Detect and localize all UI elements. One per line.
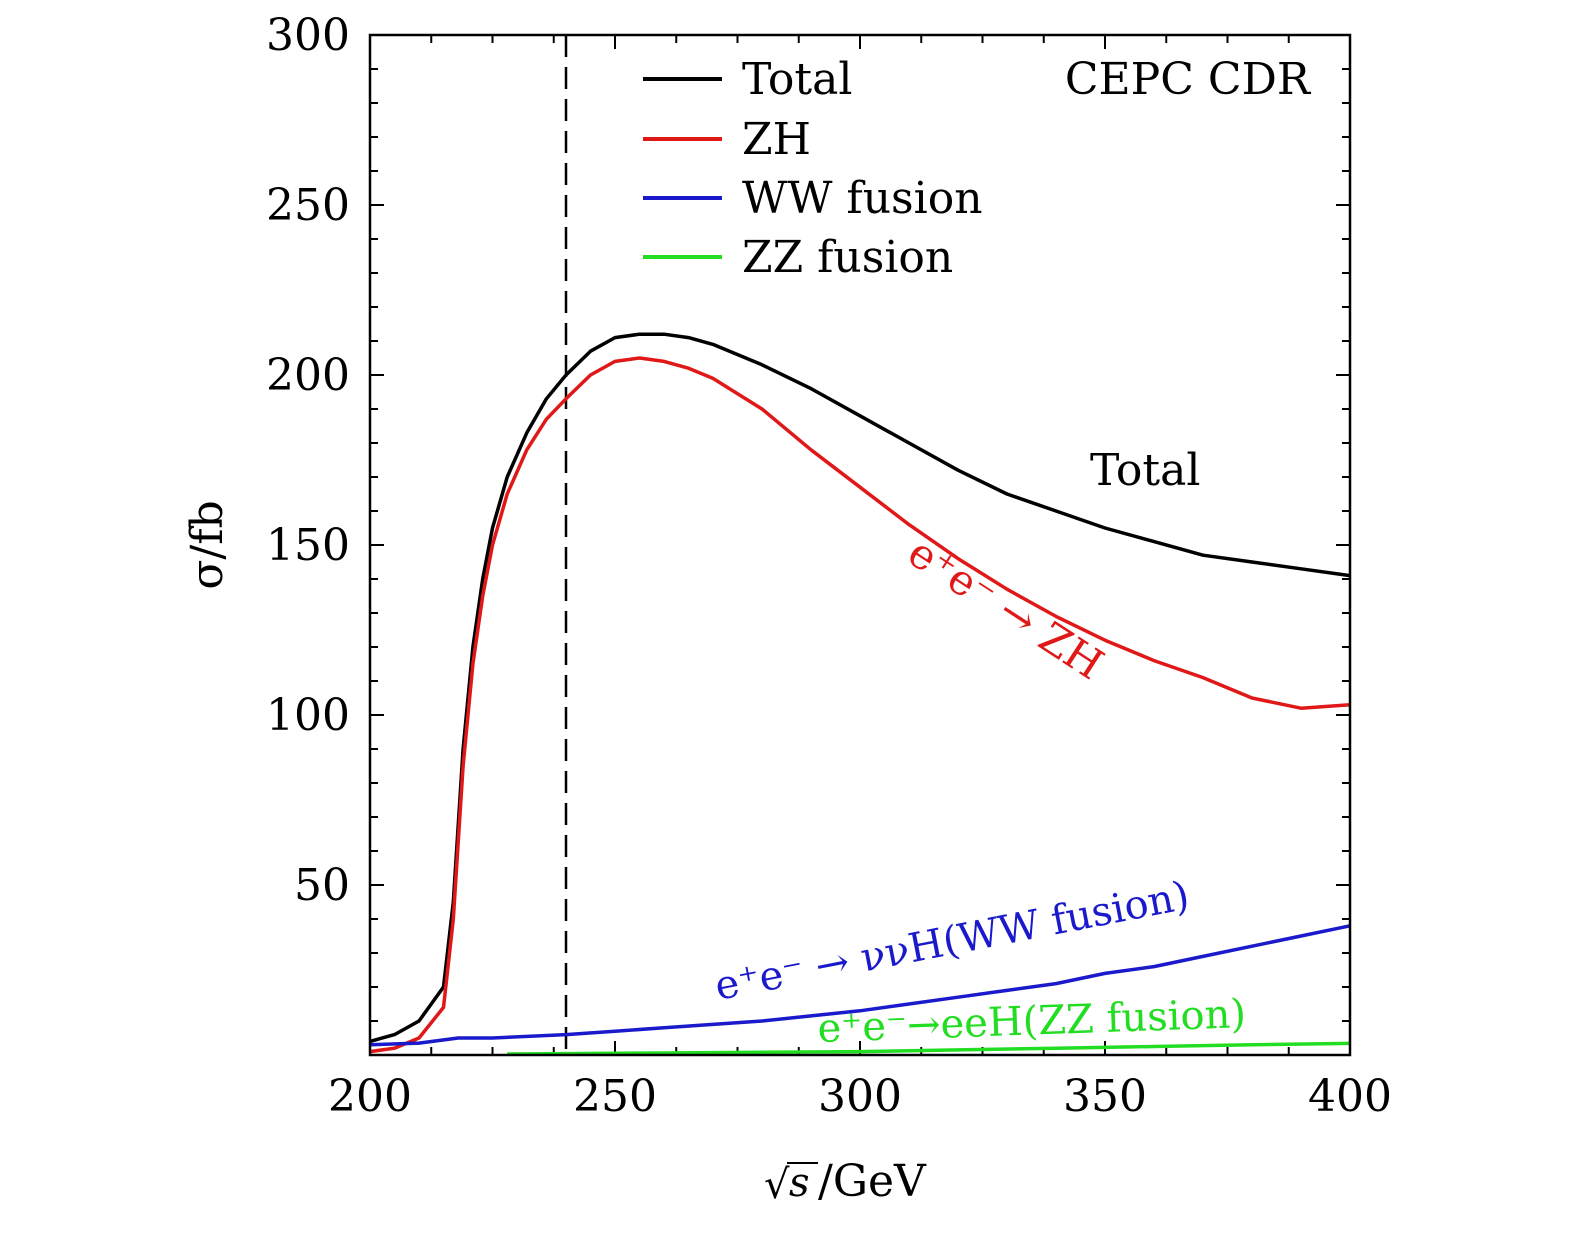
x-tick-label: 250	[573, 1071, 657, 1122]
x-tick-label: 200	[328, 1071, 412, 1122]
series-line-zz-fusion	[507, 1041, 1351, 1056]
x-tick-label: 350	[1063, 1071, 1147, 1122]
curve-label-zz-fusion: e⁺e⁻→eeH(ZZ fusion)	[817, 991, 1247, 1052]
y-tick-label: 200	[266, 350, 350, 401]
series-line-ww-fusion	[369, 924, 1351, 1047]
y-tick-label: 150	[266, 520, 350, 571]
series-line-zh	[369, 356, 1351, 1054]
curve-label-ww-fusion: e⁺e⁻ → ννH(WW fusion)	[711, 873, 1193, 1010]
axes-layer: 200 250 300 350 400 50 100 150 200 250 300	[266, 10, 1392, 1122]
x-axis-label: √ s /GeV	[764, 1156, 927, 1208]
y-tick-label: 250	[266, 180, 350, 231]
chart-annotation: CEPC CDR	[1065, 54, 1312, 105]
x-axis-label-sqrt: √	[764, 1162, 790, 1208]
x-axis-label-var: s	[789, 1160, 810, 1206]
x-axis-label-unit: /GeV	[818, 1156, 927, 1207]
legend-label-total: Total	[742, 54, 852, 105]
y-tick-label: 50	[294, 860, 350, 911]
legend: Total ZH WW fusion ZZ fusion	[643, 54, 983, 283]
y-axis-label: σ/fb	[182, 500, 233, 589]
series-layer	[369, 332, 1351, 1056]
plot-frame	[368, 33, 1352, 1057]
x-tick-label: 400	[1308, 1071, 1392, 1122]
curve-label-total: Total	[1090, 445, 1200, 496]
legend-label-zh: ZH	[742, 114, 811, 165]
legend-label-ww-fusion: WW fusion	[742, 173, 983, 224]
y-tick-label: 100	[266, 690, 350, 741]
legend-label-zz-fusion: ZZ fusion	[742, 232, 953, 283]
curve-label-zh: e⁺e⁻ → ZH	[900, 527, 1113, 689]
x-tick-label: 300	[818, 1071, 902, 1122]
y-tick-label: 300	[266, 10, 350, 61]
